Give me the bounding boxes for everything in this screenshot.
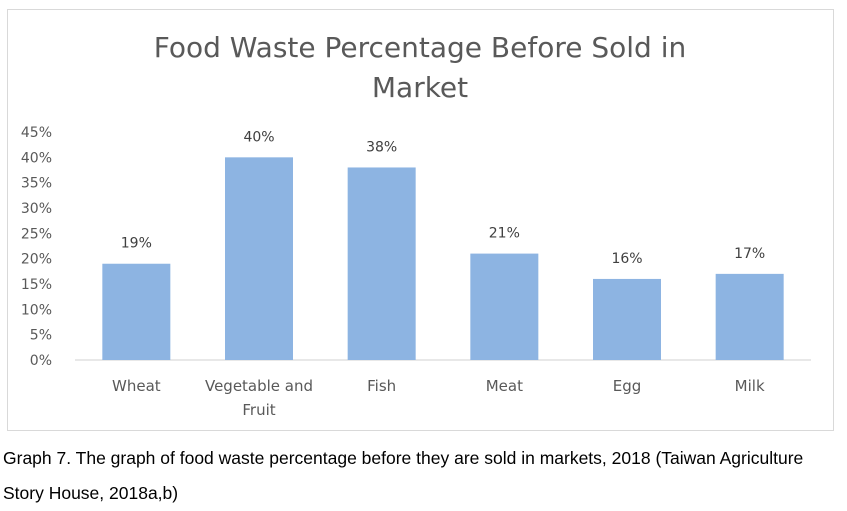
data-label: 40% — [243, 129, 274, 145]
bar — [470, 253, 539, 360]
data-label: 21% — [489, 226, 520, 242]
y-tick-label: 25% — [21, 226, 52, 242]
bar — [715, 273, 784, 360]
chart-frame: Food Waste Percentage Before Sold in Mark… — [7, 9, 834, 431]
data-label: 38% — [366, 139, 397, 155]
x-category-label: Vegetable and — [205, 377, 313, 395]
x-category-label: Fruit — [242, 401, 275, 419]
chart-title-line: Market — [372, 71, 468, 104]
y-tick-label: 10% — [21, 302, 52, 318]
bar — [347, 167, 416, 360]
y-tick-label: 30% — [21, 201, 52, 217]
y-tick-label: 15% — [21, 277, 52, 293]
figure-caption: Graph 7. The graph of food waste percent… — [3, 448, 804, 503]
data-label: 19% — [121, 236, 152, 252]
data-label: 17% — [734, 246, 765, 262]
x-category-label: Milk — [735, 377, 765, 395]
x-category-label: Fish — [367, 377, 396, 395]
bar — [225, 157, 293, 360]
x-category-label: Egg — [613, 377, 642, 395]
y-tick-label: 5% — [30, 328, 52, 344]
bar — [593, 278, 661, 360]
y-tick-label: 40% — [21, 150, 52, 166]
y-tick-label: 35% — [21, 176, 52, 192]
x-category-label: Meat — [486, 377, 523, 395]
y-tick-label: 45% — [21, 125, 52, 141]
data-label: 16% — [611, 251, 642, 267]
bar — [102, 263, 171, 360]
x-category-label: Wheat — [112, 377, 161, 395]
chart-title-line: Food Waste Percentage Before Sold in — [154, 31, 687, 64]
y-tick-label: 0% — [30, 353, 52, 369]
bar-chart: Food Waste Percentage Before Sold in Mark… — [21, 31, 811, 419]
y-tick-label: 20% — [21, 252, 52, 268]
